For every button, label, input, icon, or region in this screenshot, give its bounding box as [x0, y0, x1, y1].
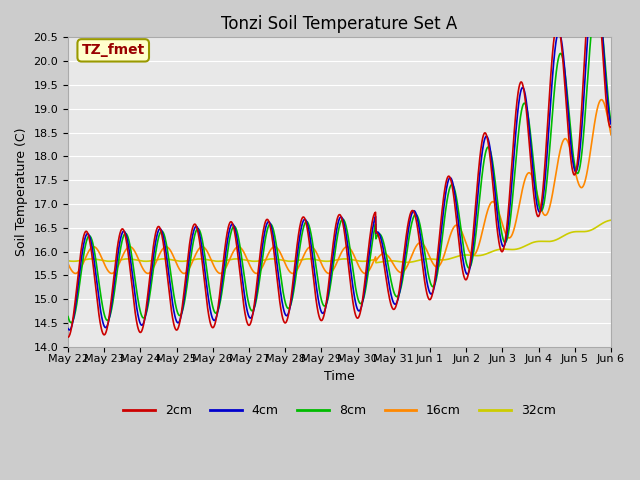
- Text: TZ_fmet: TZ_fmet: [82, 43, 145, 57]
- Legend: 2cm, 4cm, 8cm, 16cm, 32cm: 2cm, 4cm, 8cm, 16cm, 32cm: [118, 399, 561, 422]
- Title: Tonzi Soil Temperature Set A: Tonzi Soil Temperature Set A: [221, 15, 458, 33]
- Y-axis label: Soil Temperature (C): Soil Temperature (C): [15, 128, 28, 256]
- X-axis label: Time: Time: [324, 370, 355, 383]
